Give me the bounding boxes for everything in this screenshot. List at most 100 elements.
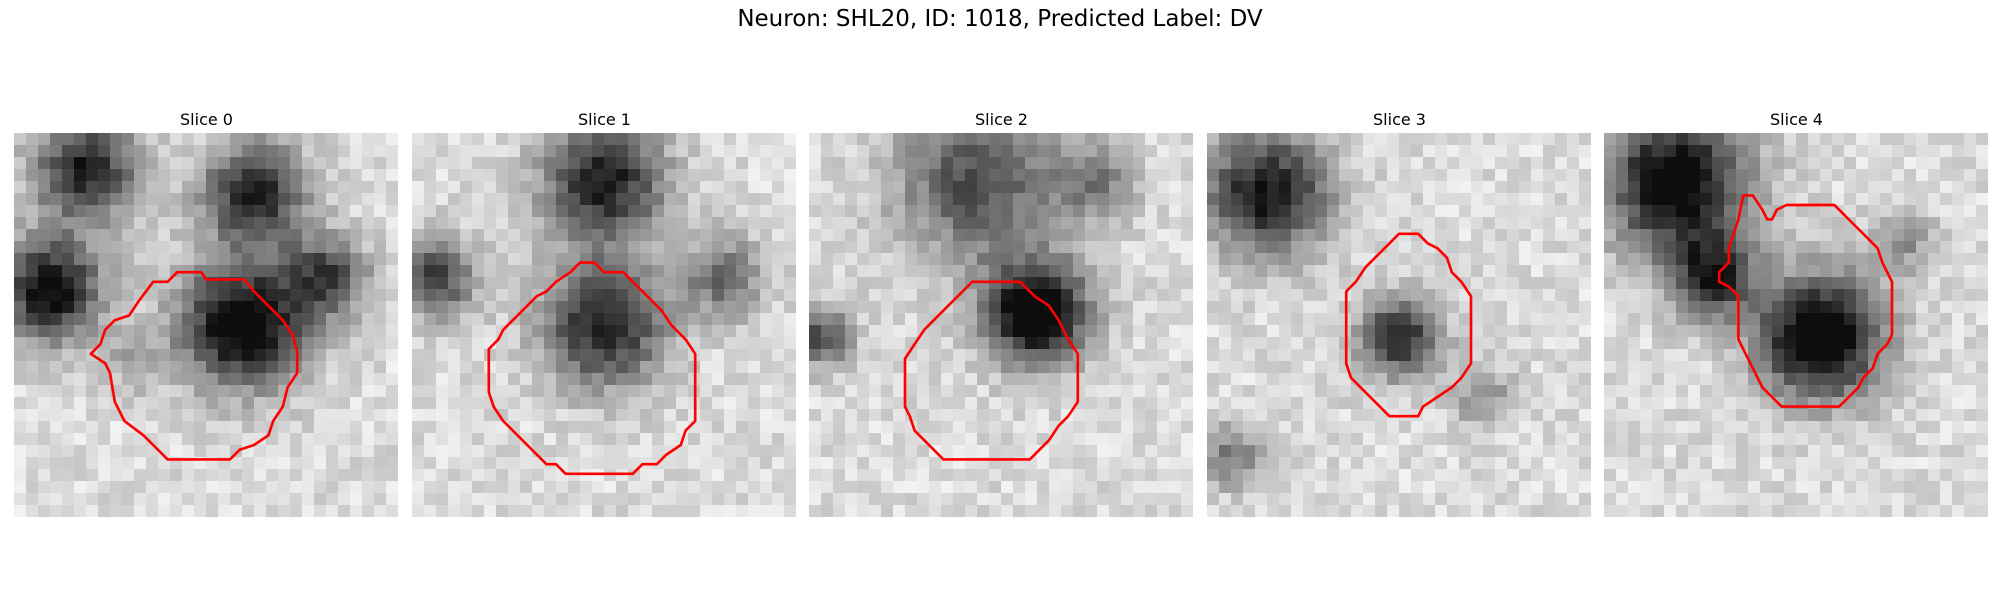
image-pixel xyxy=(772,337,785,350)
image-pixel xyxy=(230,493,243,506)
image-pixel xyxy=(1049,361,1062,374)
image-pixel xyxy=(1796,193,1809,206)
image-pixel xyxy=(893,193,906,206)
image-pixel xyxy=(1519,313,1532,326)
image-pixel xyxy=(1543,301,1556,314)
image-pixel xyxy=(1676,205,1689,218)
image-pixel xyxy=(1700,409,1713,422)
image-pixel xyxy=(592,493,605,506)
image-pixel xyxy=(122,241,135,254)
image-pixel xyxy=(338,349,351,362)
image-pixel xyxy=(628,433,641,446)
image-pixel xyxy=(412,229,425,242)
image-pixel xyxy=(688,301,701,314)
image-pixel xyxy=(1736,361,1749,374)
image-pixel xyxy=(1109,313,1122,326)
image-pixel xyxy=(1916,145,1929,158)
image-pixel xyxy=(965,397,978,410)
image-pixel xyxy=(1279,493,1292,506)
image-pixel xyxy=(1133,373,1146,386)
image-pixel xyxy=(1291,181,1304,194)
image-pixel xyxy=(989,325,1002,338)
image-pixel xyxy=(1025,157,1038,170)
image-pixel xyxy=(424,193,437,206)
image-pixel xyxy=(1952,193,1965,206)
image-pixel xyxy=(965,229,978,242)
image-pixel xyxy=(266,373,279,386)
image-pixel xyxy=(1255,505,1268,517)
image-pixel xyxy=(350,445,363,458)
slice-title-4: Slice 4 xyxy=(1770,110,1823,129)
image-pixel xyxy=(1604,313,1617,326)
image-pixel xyxy=(580,313,593,326)
image-pixel xyxy=(1447,169,1460,182)
image-pixel xyxy=(1543,229,1556,242)
image-pixel xyxy=(1025,469,1038,482)
image-pixel xyxy=(1327,133,1340,146)
image-pixel xyxy=(1555,397,1568,410)
image-pixel xyxy=(664,385,677,398)
image-pixel xyxy=(218,445,231,458)
image-pixel xyxy=(1061,145,1074,158)
image-pixel xyxy=(845,265,858,278)
image-pixel xyxy=(1543,145,1556,158)
image-pixel xyxy=(953,385,966,398)
image-pixel xyxy=(1303,253,1316,266)
image-pixel xyxy=(1664,229,1677,242)
image-pixel xyxy=(1483,433,1496,446)
image-pixel xyxy=(1808,217,1821,230)
image-pixel xyxy=(194,469,207,482)
image-pixel xyxy=(833,265,846,278)
image-pixel xyxy=(1928,289,1941,302)
image-pixel xyxy=(1363,409,1376,422)
image-pixel xyxy=(640,253,653,266)
image-pixel xyxy=(1447,337,1460,350)
image-pixel xyxy=(1327,277,1340,290)
image-pixel xyxy=(941,505,954,517)
image-pixel xyxy=(568,253,581,266)
image-pixel xyxy=(1013,217,1026,230)
image-pixel xyxy=(206,241,219,254)
image-pixel xyxy=(1567,205,1580,218)
image-pixel xyxy=(1483,193,1496,206)
image-pixel xyxy=(122,421,135,434)
image-pixel xyxy=(640,385,653,398)
image-pixel xyxy=(1157,205,1170,218)
image-pixel xyxy=(1640,361,1653,374)
image-pixel xyxy=(1459,277,1472,290)
image-pixel xyxy=(1255,289,1268,302)
image-pixel xyxy=(965,133,978,146)
image-pixel xyxy=(1303,385,1316,398)
image-pixel xyxy=(1507,457,1520,470)
image-pixel xyxy=(1519,289,1532,302)
image-pixel xyxy=(122,397,135,410)
image-pixel xyxy=(664,397,677,410)
image-pixel xyxy=(266,205,279,218)
image-pixel xyxy=(1880,277,1893,290)
image-pixel xyxy=(350,385,363,398)
image-pixel xyxy=(302,313,315,326)
image-pixel xyxy=(1712,241,1725,254)
image-pixel xyxy=(326,217,339,230)
image-pixel xyxy=(772,145,785,158)
image-pixel xyxy=(1411,145,1424,158)
image-pixel xyxy=(326,169,339,182)
image-pixel xyxy=(664,289,677,302)
image-pixel xyxy=(1796,301,1809,314)
image-pixel xyxy=(1640,421,1653,434)
image-pixel xyxy=(1243,277,1256,290)
image-pixel xyxy=(1291,253,1304,266)
image-pixel xyxy=(1001,385,1014,398)
image-pixel xyxy=(1579,241,1591,254)
image-pixel xyxy=(350,277,363,290)
image-pixel xyxy=(146,385,159,398)
image-pixel xyxy=(736,301,749,314)
image-pixel xyxy=(1013,433,1026,446)
image-pixel xyxy=(1255,385,1268,398)
image-pixel xyxy=(242,169,255,182)
image-pixel xyxy=(1207,193,1220,206)
image-pixel xyxy=(857,205,870,218)
image-pixel xyxy=(1760,397,1773,410)
image-pixel xyxy=(917,205,930,218)
image-pixel xyxy=(290,409,303,422)
